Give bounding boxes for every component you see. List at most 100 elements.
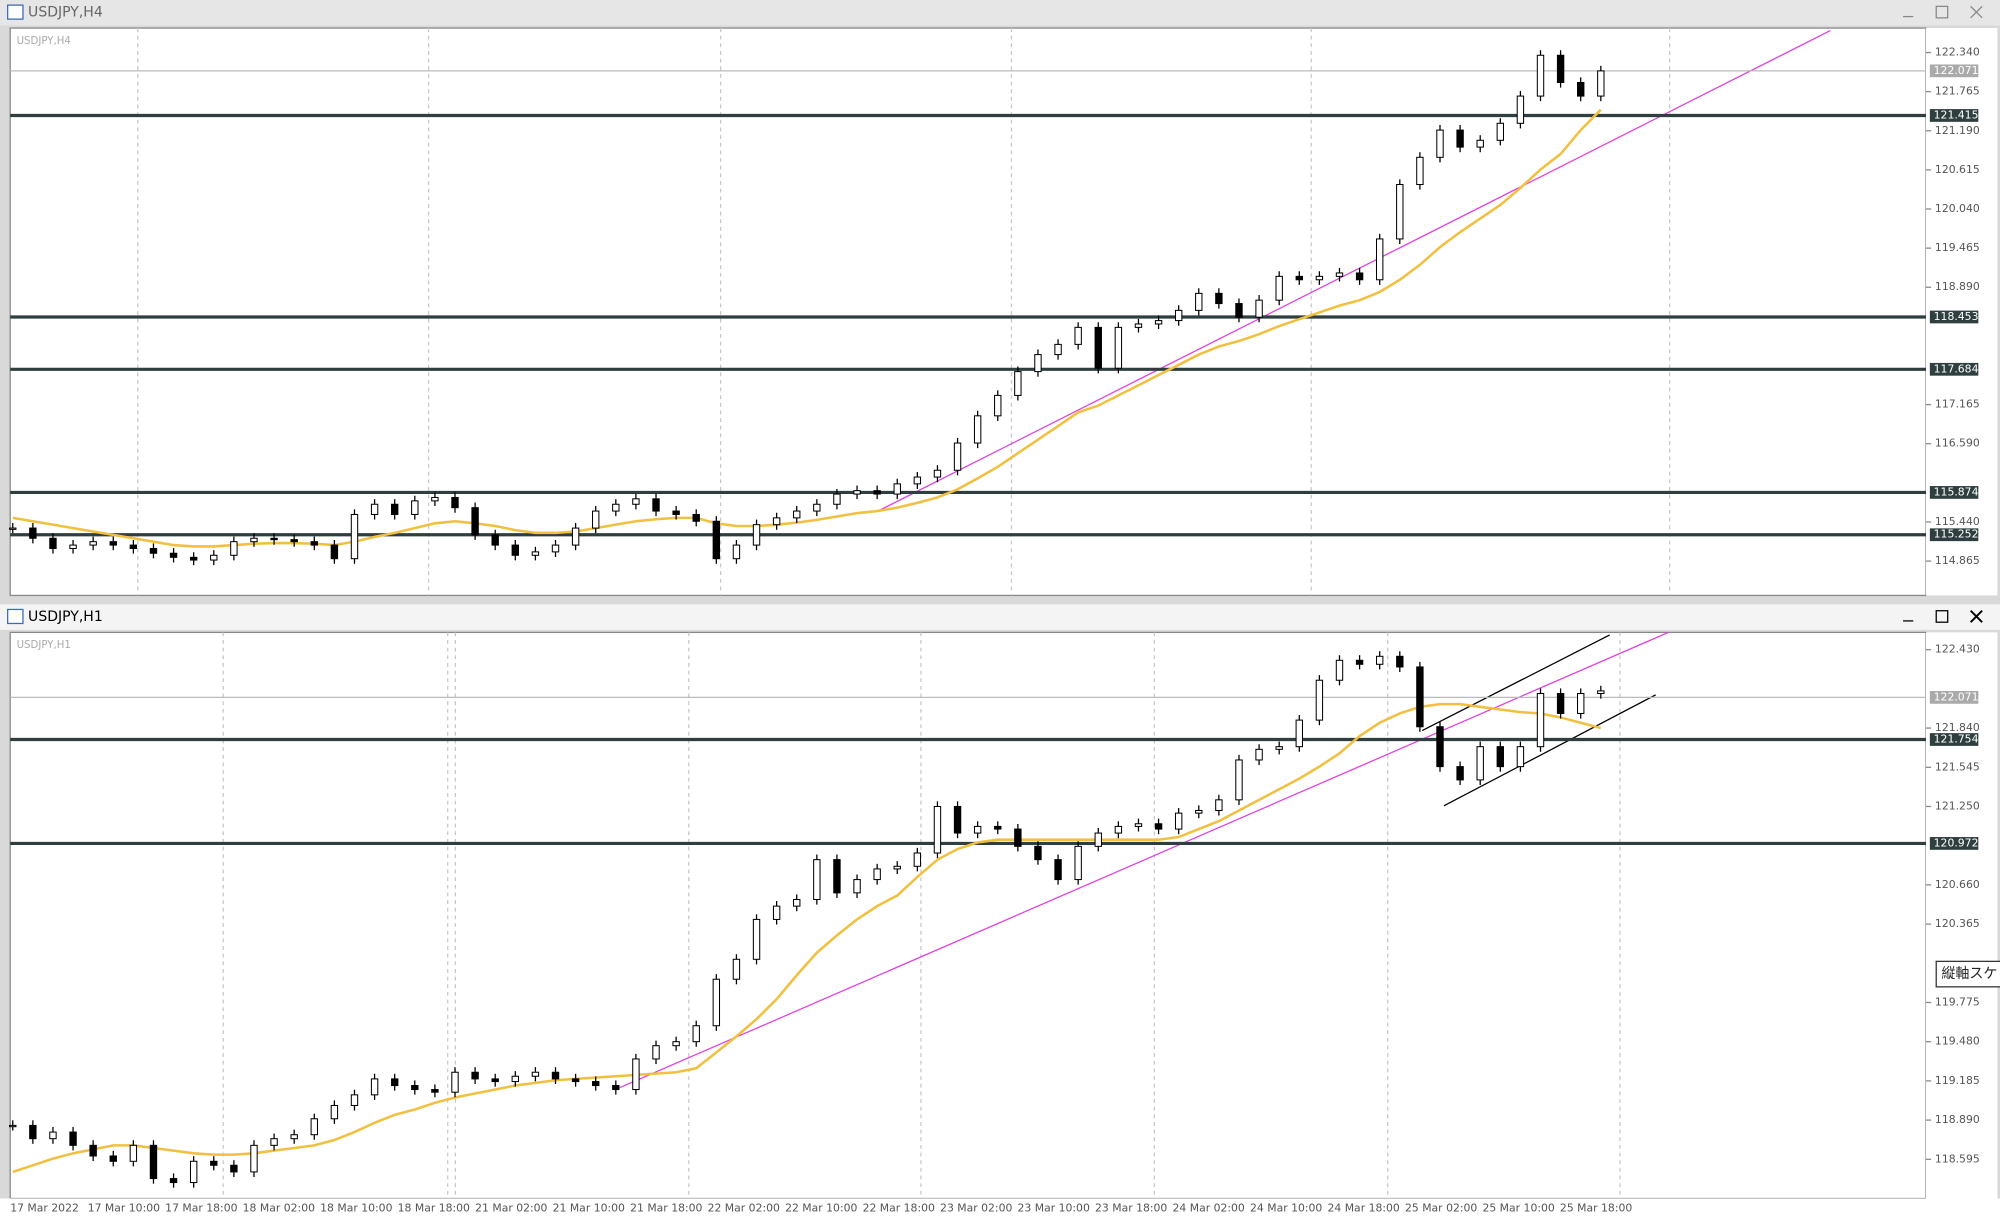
candle-body bbox=[1577, 693, 1585, 714]
candle-body bbox=[89, 541, 97, 546]
candle-body bbox=[1215, 799, 1223, 811]
x-tick-label: 25 Mar 02:00 bbox=[1405, 1202, 1477, 1215]
candle-body bbox=[1597, 70, 1605, 97]
candle-body bbox=[893, 483, 901, 495]
candle-body bbox=[290, 1134, 298, 1140]
candle-body bbox=[632, 1058, 640, 1091]
candle-body bbox=[592, 510, 600, 529]
candle-body bbox=[793, 898, 801, 907]
window-icon bbox=[7, 4, 24, 20]
candle-body bbox=[1436, 726, 1444, 768]
candle-body bbox=[1255, 748, 1263, 761]
level-label: 120.972 bbox=[1934, 836, 1979, 849]
level-label: 121.415 bbox=[1934, 108, 1979, 121]
level-box bbox=[1929, 837, 1979, 850]
candle-body bbox=[230, 1164, 238, 1173]
level-box bbox=[1929, 528, 1979, 542]
candle-body bbox=[1014, 828, 1022, 847]
x-tick-label: 22 Mar 02:00 bbox=[708, 1202, 780, 1215]
candle-body bbox=[491, 1078, 499, 1083]
candle-body bbox=[69, 1131, 77, 1146]
candle-body bbox=[913, 476, 922, 485]
candle-body bbox=[1174, 309, 1183, 322]
candle-body bbox=[833, 859, 841, 894]
level-box bbox=[1929, 486, 1979, 499]
candle-body bbox=[1335, 272, 1344, 277]
candle-body bbox=[1094, 326, 1102, 369]
candle-body bbox=[109, 1155, 117, 1162]
candle-body bbox=[1536, 693, 1545, 748]
y-tick-label: 118.890 bbox=[1935, 1113, 1980, 1126]
candle-body bbox=[994, 394, 1002, 417]
candle-body bbox=[732, 958, 741, 980]
candle-body bbox=[1275, 746, 1283, 750]
candle-body bbox=[250, 537, 258, 543]
candle-body bbox=[129, 1144, 138, 1162]
candle-body bbox=[1375, 238, 1384, 281]
candle-body bbox=[330, 1104, 339, 1120]
candle-body bbox=[1074, 845, 1082, 881]
candle-body bbox=[1355, 272, 1364, 281]
candle-body bbox=[1396, 655, 1404, 668]
candle-body bbox=[1094, 832, 1102, 847]
candle-body bbox=[511, 544, 520, 556]
candle-body bbox=[531, 1071, 540, 1077]
maximize-button[interactable] bbox=[1935, 610, 1949, 623]
candle-body bbox=[1295, 275, 1303, 281]
candle-body bbox=[1456, 129, 1464, 148]
y-tick-label: 121.545 bbox=[1935, 760, 1980, 773]
candle-body bbox=[1476, 139, 1484, 148]
candle-body bbox=[571, 1078, 580, 1083]
window-icon bbox=[7, 608, 24, 625]
candle-body bbox=[270, 1138, 278, 1146]
close-button[interactable] bbox=[1969, 610, 1983, 623]
candle-body bbox=[350, 513, 359, 560]
candle-body bbox=[1536, 54, 1545, 97]
x-tick-label: 18 Mar 10:00 bbox=[320, 1202, 392, 1215]
level-box bbox=[1929, 109, 1979, 122]
time-axis bbox=[0, 1198, 2000, 1224]
maximize-button[interactable] bbox=[1935, 5, 1949, 19]
y-tick-label: 115.440 bbox=[1935, 515, 1980, 528]
candle-body bbox=[411, 500, 419, 515]
x-tick-label: 18 Mar 02:00 bbox=[243, 1202, 315, 1215]
candle-body bbox=[1195, 809, 1203, 814]
candle-body bbox=[370, 1078, 379, 1096]
x-tick-label: 22 Mar 18:00 bbox=[863, 1202, 935, 1215]
x-tick-label: 22 Mar 10:00 bbox=[785, 1202, 857, 1215]
candle-body bbox=[1335, 659, 1344, 681]
y-tick-label: 118.595 bbox=[1935, 1152, 1980, 1165]
x-tick-label: 17 Mar 18:00 bbox=[165, 1202, 237, 1215]
level-label: 115.874 bbox=[1934, 485, 1979, 498]
candle-body bbox=[1235, 303, 1243, 318]
candle-body bbox=[1436, 129, 1444, 158]
candle-body bbox=[1054, 343, 1062, 356]
chart-label: USDJPY,H1 bbox=[17, 640, 71, 651]
candle-body bbox=[1235, 759, 1243, 801]
candle-body bbox=[390, 503, 399, 515]
candle-body bbox=[9, 527, 17, 530]
candle-body bbox=[69, 544, 77, 549]
title-bar[interactable] bbox=[0, 604, 2000, 630]
candle-body bbox=[330, 544, 339, 560]
window-title: USDJPY,H4 bbox=[28, 5, 103, 21]
candle-body bbox=[491, 534, 499, 546]
candle-body bbox=[310, 1118, 318, 1136]
candle-body bbox=[250, 1144, 258, 1173]
close-button[interactable] bbox=[1970, 5, 1983, 19]
level-label: 118.453 bbox=[1934, 310, 1979, 323]
candle-body bbox=[632, 498, 640, 505]
y-tick-label: 120.615 bbox=[1935, 163, 1980, 176]
candle-body bbox=[129, 544, 138, 549]
candle-body bbox=[752, 918, 761, 960]
title-bar[interactable] bbox=[0, 0, 2000, 26]
candle-body bbox=[1275, 275, 1283, 301]
candle-body bbox=[953, 442, 962, 471]
candle-body bbox=[350, 1094, 359, 1106]
y-tick-label: 121.765 bbox=[1935, 85, 1980, 98]
candle-body bbox=[390, 1078, 399, 1087]
y-tick-label: 119.185 bbox=[1935, 1074, 1980, 1087]
candle-body bbox=[89, 1144, 97, 1157]
candle-body bbox=[692, 513, 700, 522]
candle-body bbox=[270, 537, 278, 541]
